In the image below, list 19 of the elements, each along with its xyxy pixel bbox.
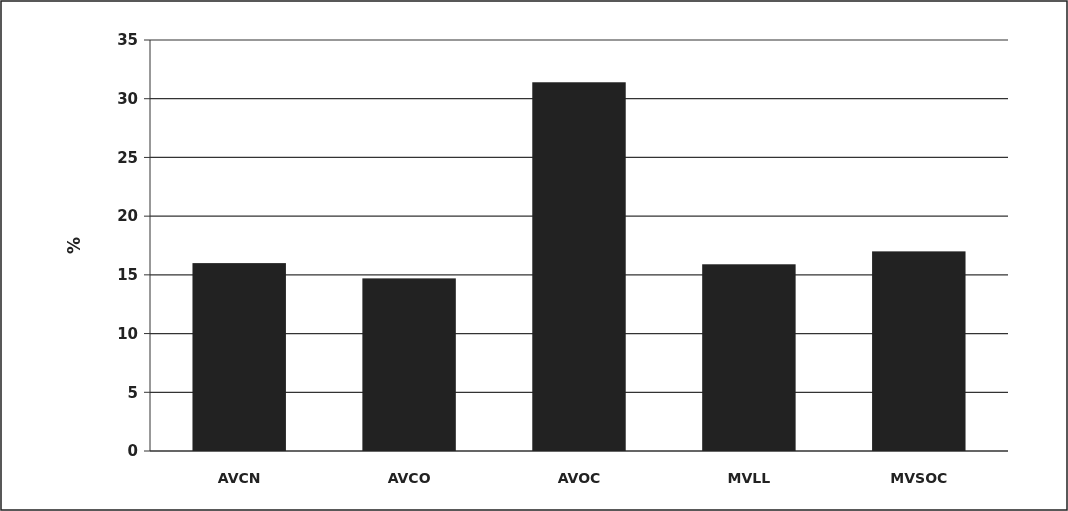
x-tick-label: MVLL xyxy=(727,470,771,486)
x-tick-label: MVSOC xyxy=(890,470,948,486)
y-axis-title: % xyxy=(64,236,84,255)
y-tick-label: 5 xyxy=(127,383,138,402)
x-tick-label: AVOC xyxy=(557,470,601,486)
bar xyxy=(192,263,286,451)
x-tick-label: AVCO xyxy=(387,470,431,486)
y-tick-label: 15 xyxy=(117,266,138,285)
y-tick-label: 10 xyxy=(117,324,138,343)
y-tick-label: 25 xyxy=(117,148,138,167)
bar xyxy=(532,82,626,451)
y-tick-label: 20 xyxy=(117,207,138,226)
y-tick-label: 35 xyxy=(117,31,138,50)
bar xyxy=(702,264,796,451)
y-tick-label: 0 xyxy=(127,442,138,461)
bar xyxy=(362,278,456,451)
bar xyxy=(872,251,966,451)
x-tick-label: AVCN xyxy=(217,470,261,486)
y-tick-label: 30 xyxy=(117,89,138,108)
